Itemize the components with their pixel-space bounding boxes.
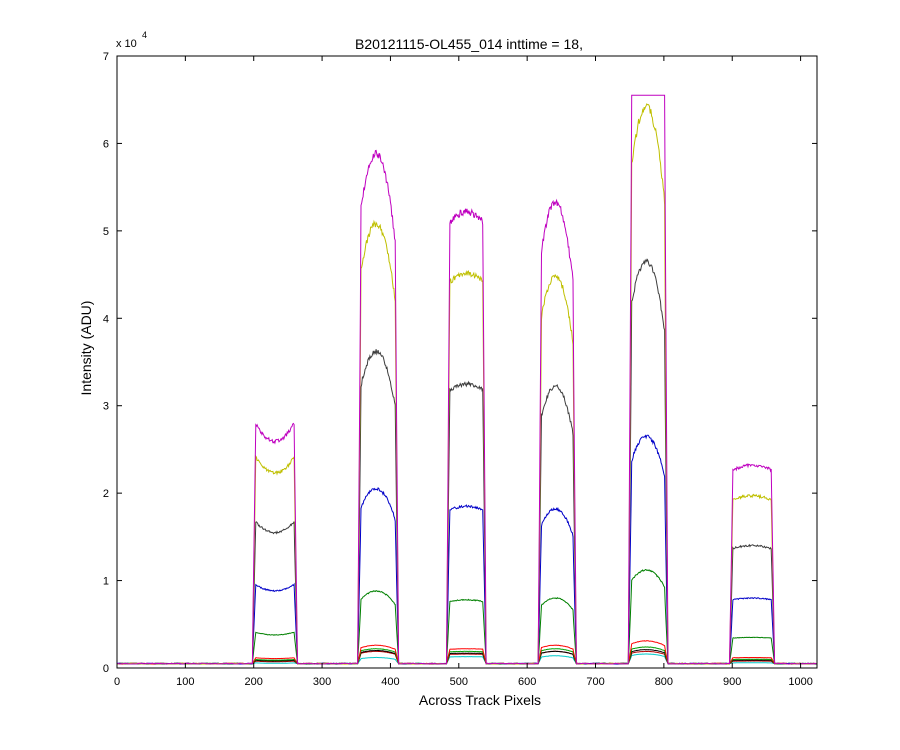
y-tick-label: 1 [103,576,109,588]
x-tick-label: 900 [723,676,741,688]
y-tick-label: 7 [103,51,109,63]
x-tick-label: 600 [518,676,536,688]
x-tick-label: 200 [245,676,263,688]
x-tick-label: 800 [655,676,673,688]
x-tick-label: 0 [114,676,120,688]
x-ticks: 0 100 200 300 400 500 600 700 800 900 1000 [114,56,813,688]
series-line-10 [116,94,817,665]
y-tick-label: 2 [103,488,109,500]
chart-title: B20121115-OL455_014 inttime = 18, [355,36,583,52]
y-tick-label: 4 [103,313,109,325]
x-axis-label: Across Track Pixels [419,692,541,708]
y-tick-label: 0 [103,663,109,675]
y-tick-label: 3 [103,401,109,413]
x-tick-label: 700 [586,676,604,688]
x-tick-label: 1000 [788,676,812,688]
x-tick-label: 500 [450,676,468,688]
y-exponent-label: x 10 [116,38,137,50]
y-tick-label: 6 [103,138,109,150]
y-exponent-power: 4 [142,30,147,40]
y-ticks: 0 1 2 3 4 5 6 7 [103,51,817,675]
x-tick-label: 300 [313,676,331,688]
y-tick-label: 5 [103,226,109,238]
y-axis-label: Intensity (ADU) [78,301,94,396]
x-tick-label: 100 [176,676,194,688]
plot-area: 0 100 200 300 400 500 600 700 800 900 1000 0 1 2 3 4 5 6… [103,51,818,688]
x-tick-label: 400 [381,676,399,688]
plot-frame [116,55,818,669]
series-layer [116,94,817,665]
